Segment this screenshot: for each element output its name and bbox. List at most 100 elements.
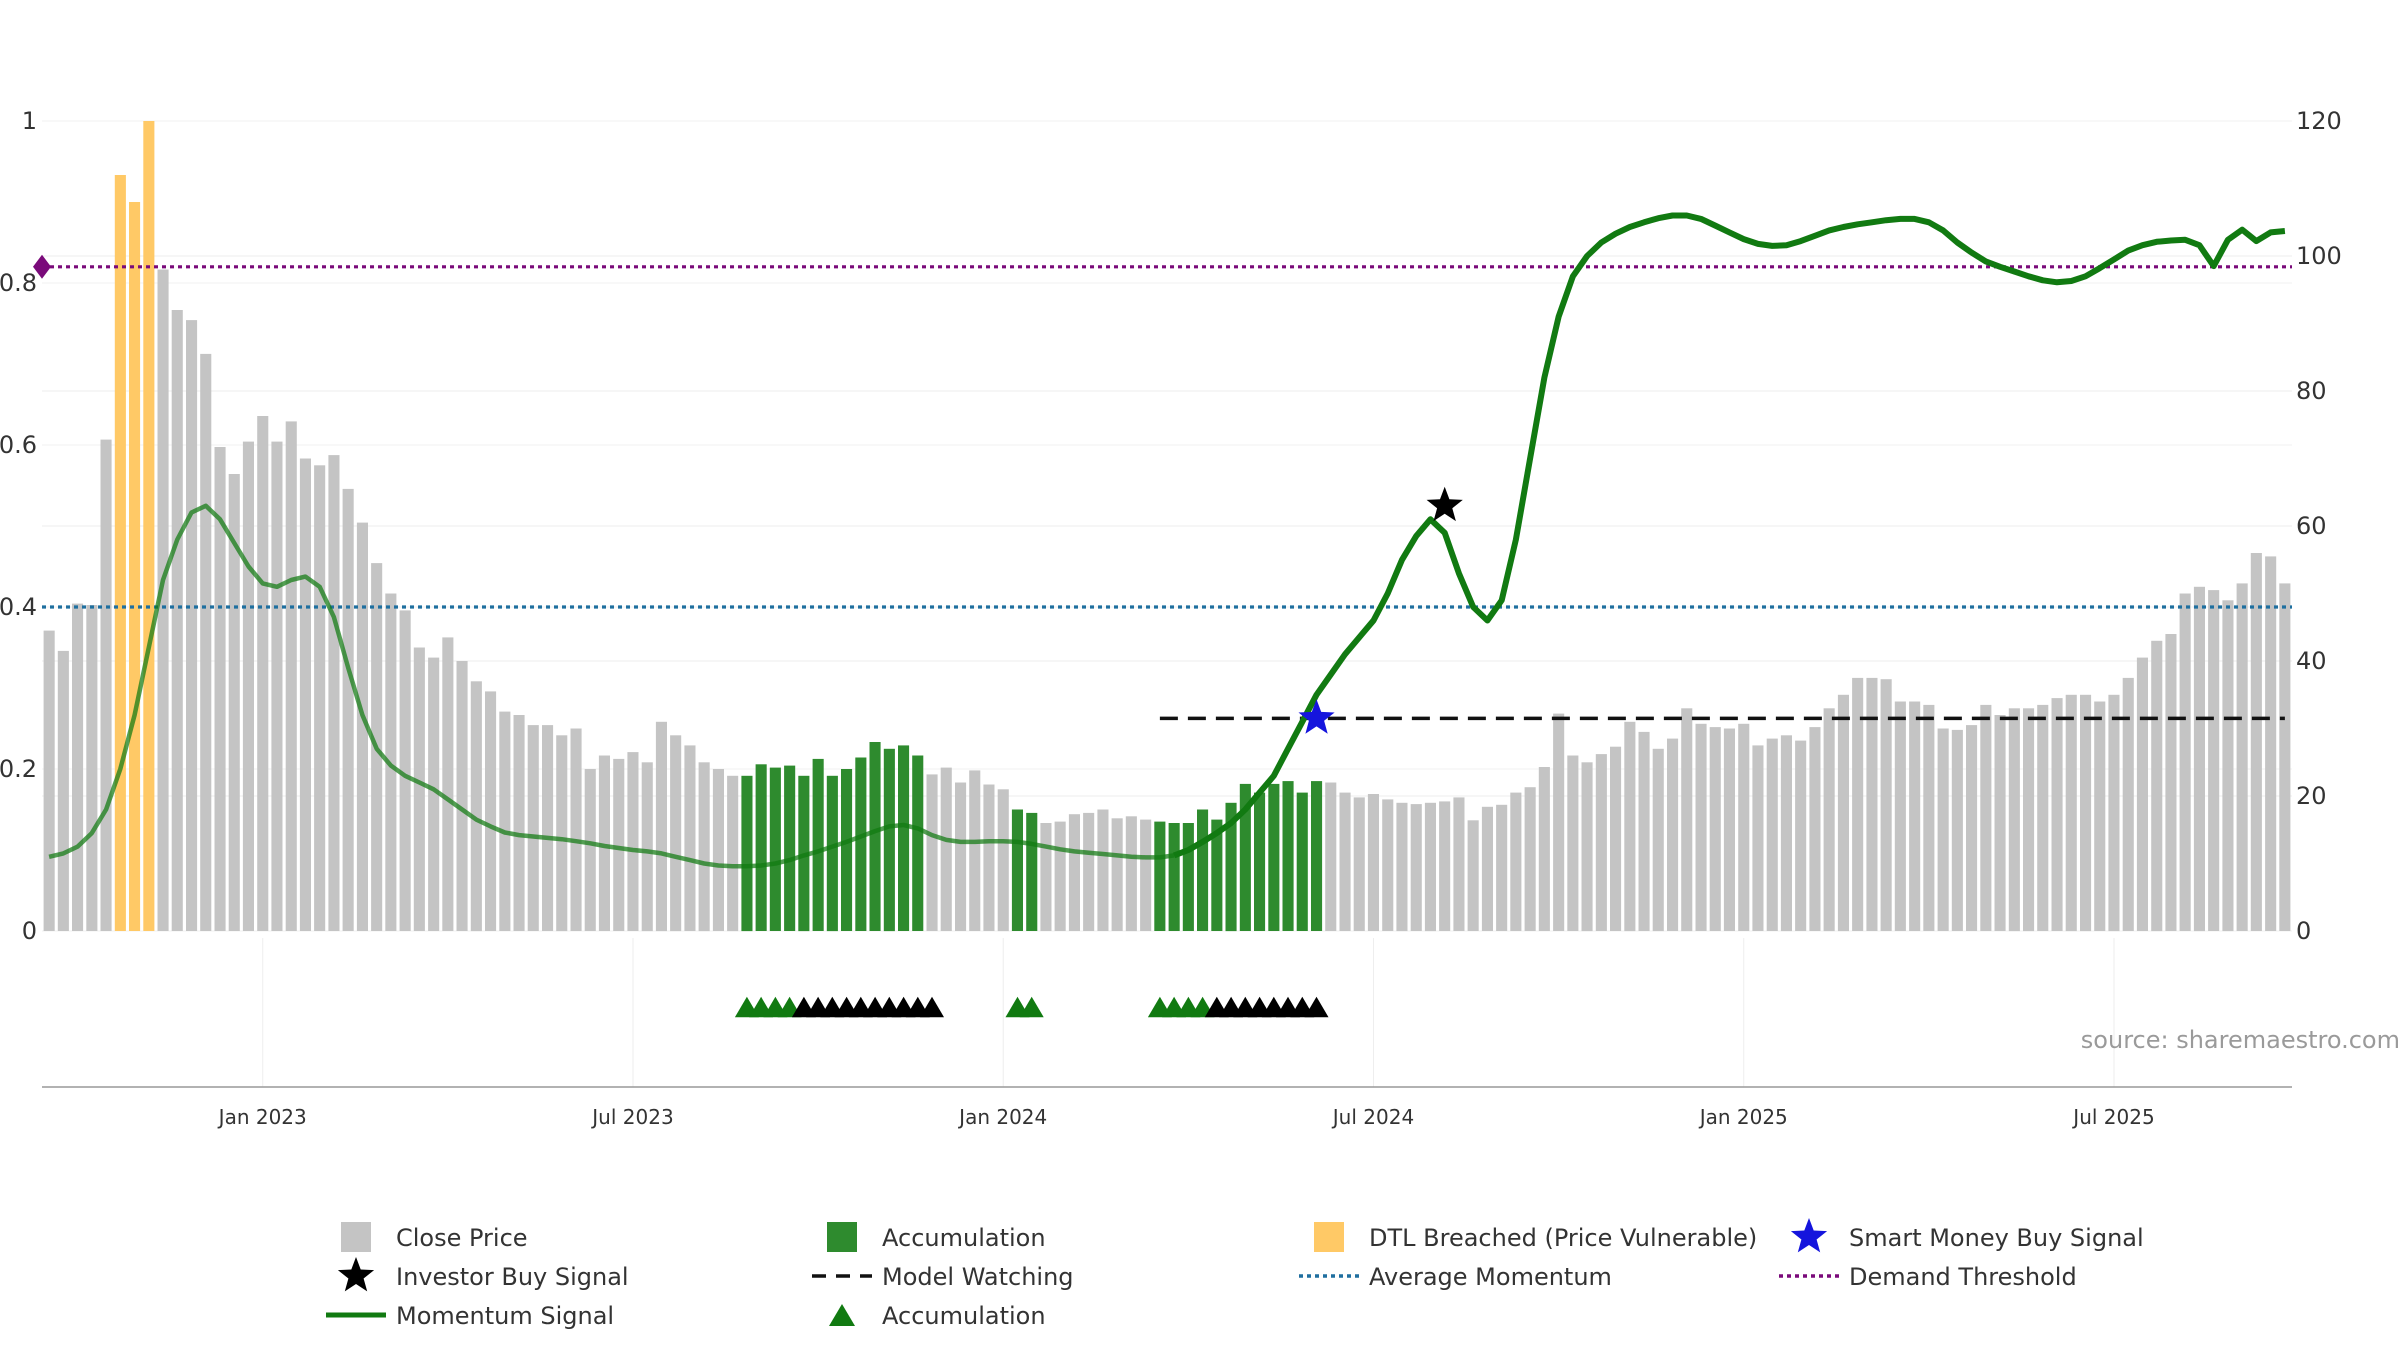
close-price-bar [983,784,995,931]
accumulation-bar [812,758,824,931]
close-price-bar [684,745,696,931]
close-price-bar [2151,640,2163,932]
investor-buy-star [1426,486,1463,522]
accumulation-bar [1225,802,1237,932]
signal-markers [1298,486,1463,734]
accumulation-bar [755,764,767,931]
legend-label: Close Price [396,1224,528,1252]
close-price-bar [1624,721,1636,932]
legend-label: Average Momentum [1369,1263,1612,1291]
close-price-bar [1837,694,1849,932]
close-price-bar [570,728,582,931]
y-left-tick-label: 0.4 [0,593,37,621]
close-price-bar [1852,677,1864,931]
close-price-bar [186,320,198,932]
legend-label: DTL Breached (Price Vulnerable) [1369,1224,1757,1252]
close-price-bar [1894,701,1906,931]
close-price-bar [712,769,724,931]
close-price-bar [1353,797,1365,931]
close-price-bar [342,488,354,931]
y-left-tick-label: 0.6 [0,431,37,459]
close-price-bar [43,630,55,931]
accumulation-bar [1026,812,1038,931]
legend-star-swatch [1790,1218,1828,1253]
close-price-bar [1595,754,1607,931]
close-price-bar [285,421,297,931]
x-tick-label: Jul 2023 [590,1105,673,1129]
y-right-tick-label: 20 [2296,782,2327,810]
close-price-bar [399,610,411,931]
close-price-bar [2222,600,2234,932]
x-tick-label: Jan 2023 [217,1105,307,1129]
close-price-bar [1723,728,1735,931]
close-price-bar [2165,634,2177,931]
close-price-bar [1083,812,1095,931]
close-price-bar [2008,708,2020,932]
close-price-bar [1752,745,1764,931]
accumulation-bar [898,745,910,931]
accumulation-marker-panel [734,996,1329,1018]
close-price-bar [527,725,539,931]
close-price-bar [1980,704,1992,931]
close-price-bar [100,439,112,931]
close-price-bar [2179,593,2191,931]
close-price-bar [1937,728,1949,931]
watch-triangle [1304,996,1329,1018]
close-price-bar [1610,746,1622,931]
close-price-bar [1766,738,1778,931]
close-price-bar [1054,821,1066,931]
accumulation-bar [769,767,781,931]
close-price-bar [641,762,653,932]
close-price-bar [456,661,468,931]
accumulation-bar [1154,821,1166,931]
legend-label: Model Watching [882,1263,1074,1291]
close-price-bar [200,353,212,931]
close-price-bar [1439,801,1451,931]
y-left-tick-label: 0.8 [0,269,37,297]
close-price-bar [1638,731,1650,931]
close-price-bar [727,775,739,932]
close-price-bar [2094,701,2106,931]
close-price-bar [1795,740,1807,931]
close-price-bar [2108,694,2120,932]
close-price-bar [242,441,254,931]
close-price-bar [470,681,482,932]
accumulation-bar [1239,783,1251,931]
close-price-bar [1325,782,1337,931]
accumulation-bar [1254,792,1266,931]
legend-label: Accumulation [882,1224,1046,1252]
close-price-bar [2023,708,2035,932]
y-right-tick-label: 100 [2296,242,2342,270]
close-price-bar [655,721,667,932]
y-right-tick-label: 80 [2296,377,2327,405]
axes: Jan 2023 Jul 2023 Jan 2024 Jul 2024 Jan 2025… [0,107,2342,1129]
close-price-bar [2051,698,2063,931]
close-price-bar [1695,723,1707,931]
accumulation-bar [1182,823,1194,931]
close-price-bar [1880,679,1892,931]
demand-threshold-marker [33,254,51,279]
close-price-bar [627,752,639,931]
legend: Close Price Accumulation DTL Breached (Pri… [326,1218,2144,1330]
close-price-bar [1951,729,1963,931]
close-price-bar [584,769,596,931]
close-price-bar [1709,727,1721,931]
close-price-bar [1538,767,1550,931]
accumulation-bar [912,755,924,931]
close-price-bar [499,711,511,931]
close-price-bar [1866,677,1878,931]
close-price-bar [299,458,311,931]
close-price-bar [57,650,69,931]
momentum-line [1173,212,2286,859]
close-price-bar [1125,816,1137,932]
close-price-bar [2122,677,2134,931]
close-price-bar [485,691,497,931]
close-price-bar [1367,794,1379,931]
close-price-bar [556,735,568,932]
close-price-bar [2136,657,2148,931]
close-price-bar [940,767,952,931]
close-price-bar [1581,762,1593,932]
y-left-tick-label: 1 [22,107,37,135]
